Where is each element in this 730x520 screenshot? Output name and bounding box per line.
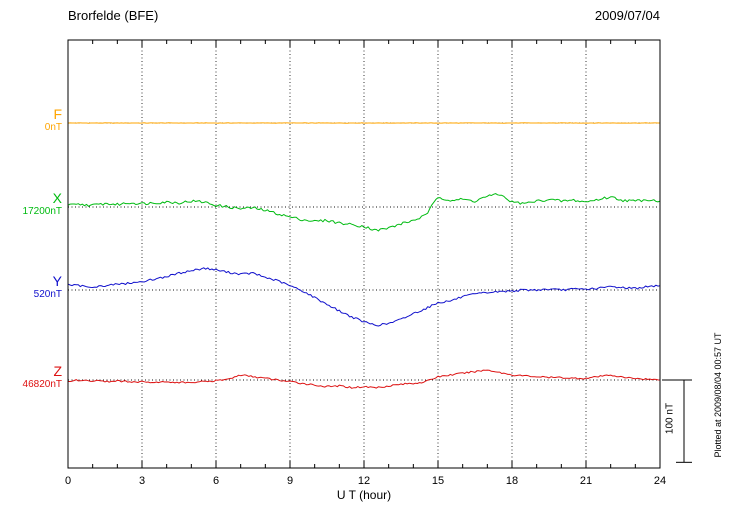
scale-bar-label: 100 nT: [664, 402, 676, 435]
x-tick-label: 24: [654, 475, 666, 487]
x-tick-label: 3: [139, 475, 145, 487]
x-tick-label: 18: [506, 475, 518, 487]
trace-Z: [68, 369, 661, 389]
component-label-X: X 17200nT: [0, 190, 62, 218]
x-tick-label: 12: [358, 475, 370, 487]
component-baseline-Z: 46820nT: [22, 379, 62, 390]
plot-date: 2009/07/04: [594, 8, 660, 23]
component-baseline-F: 0nT: [44, 122, 62, 133]
component-baseline-Y: 520nT: [33, 289, 62, 300]
component-letter-X: X: [52, 190, 62, 206]
component-letter-F: F: [53, 106, 62, 122]
component-letter-Z: Z: [53, 363, 62, 379]
component-label-F: F 0nT: [0, 106, 62, 134]
x-tick-label: 15: [432, 475, 444, 487]
component-letter-Y: Y: [52, 273, 62, 289]
component-label-Y: Y 520nT: [0, 273, 62, 301]
component-baseline-X: 17200nT: [22, 206, 62, 217]
x-axis-label: U T (hour): [336, 488, 392, 502]
x-tick-label: 9: [287, 475, 293, 487]
component-label-Z: Z 46820nT: [0, 363, 62, 391]
plotted-at-note: Plotted at 2009/08/04 00:57 UT: [713, 332, 723, 458]
page-title: Brorfelde (BFE): [68, 8, 159, 23]
trace-X: [67, 193, 661, 232]
x-tick-label: 21: [580, 475, 592, 487]
x-tick-label: 0: [65, 475, 71, 487]
trace-Y: [67, 267, 661, 327]
x-tick-label: 6: [213, 475, 219, 487]
